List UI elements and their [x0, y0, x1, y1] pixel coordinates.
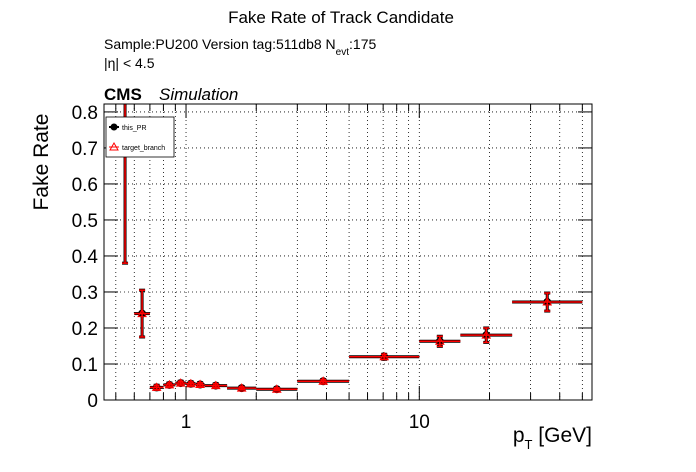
marker [185, 378, 196, 388]
x-label-sub: T [525, 437, 533, 452]
y-tick-label: 0 [87, 391, 98, 412]
axes: 0 0.1 0.2 0.3 0.4 0.5 0.6 0.7 0.8 1 10 [72, 103, 592, 433]
x-axis-label: pT [GeV] [513, 424, 592, 452]
info-tail: :175 [349, 36, 376, 52]
cms-label: CMS [104, 85, 142, 104]
marker [379, 351, 390, 361]
info-text: Sample:PU200 Version tag:511db8 N [104, 36, 336, 52]
marker [175, 378, 186, 387]
marker [481, 330, 492, 339]
x-label-tail: [GeV] [532, 424, 592, 447]
chart-title: Fake Rate of Track Candidate [228, 8, 454, 27]
marks [121, 72, 583, 394]
y-tick-label: 0.3 [72, 283, 98, 304]
y-tick-label: 0.5 [72, 211, 98, 232]
legend-marker [110, 123, 118, 131]
y-tick-label: 0.4 [72, 247, 99, 268]
marker [236, 383, 247, 392]
y-tick-label: 0.1 [72, 355, 98, 376]
info-sub: evt [336, 47, 350, 58]
marker [434, 336, 445, 345]
legend-label: this_PR [122, 125, 147, 132]
y-tick-label: 0.7 [72, 139, 98, 160]
legend-label: target_branch [122, 145, 165, 152]
marker [210, 380, 221, 390]
y-tick-label: 0.2 [72, 319, 98, 340]
marker [164, 379, 175, 389]
legend-marker [109, 141, 119, 151]
info-line: Sample:PU200 Version tag:511db8 Nevt:175 [104, 36, 376, 58]
y-axis-label: Fake Rate [30, 114, 53, 211]
x-tick-label: 10 [409, 412, 430, 433]
marker [195, 379, 205, 389]
marker [318, 376, 329, 385]
simulation-label: Simulation [159, 85, 238, 104]
marker [121, 72, 129, 79]
grid [104, 104, 592, 401]
marker [151, 382, 162, 391]
marker [121, 72, 129, 80]
y-tick-label: 0.8 [72, 103, 98, 124]
legend: this_PR target_branch [105, 116, 175, 158]
x-tick-label: 1 [181, 412, 192, 433]
y-tick-label: 0.6 [72, 175, 98, 196]
marker [542, 297, 553, 306]
marker [271, 384, 282, 393]
x-label-text: p [513, 424, 525, 447]
plot-frame [103, 103, 593, 401]
marker [137, 308, 147, 318]
eta-label: |η| < 4.5 [104, 55, 155, 71]
